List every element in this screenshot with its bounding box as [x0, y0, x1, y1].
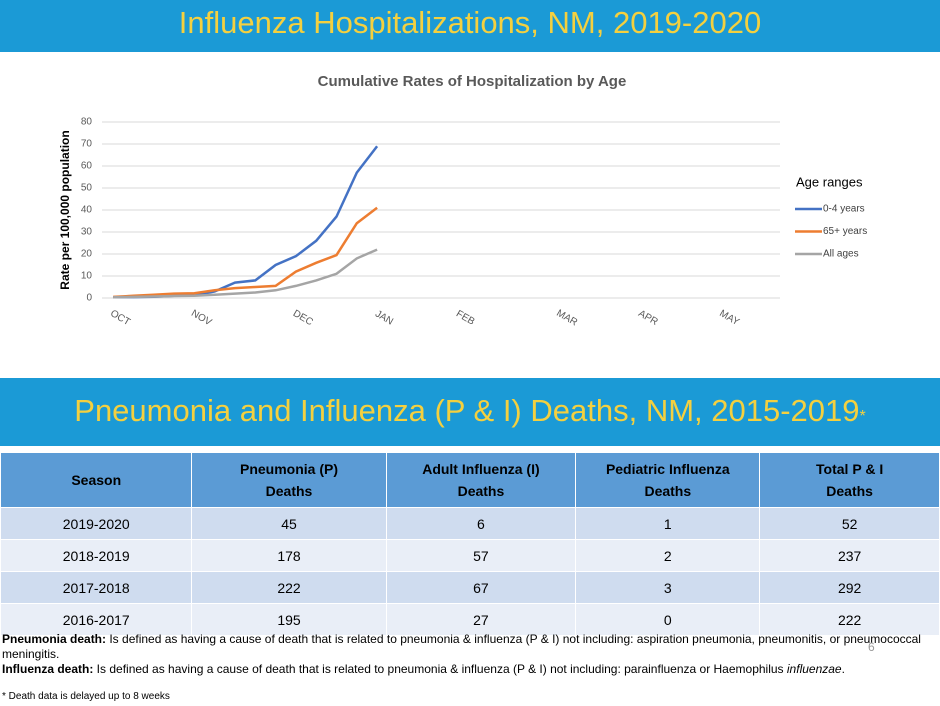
legend-label: All ages	[823, 249, 859, 260]
header-band: Influenza Hospitalizations, NM, 2019-202…	[0, 0, 940, 52]
table-cell: 2017-2018	[0, 571, 193, 604]
note-italic: influenzae	[786, 662, 842, 676]
y-tick-label: 30	[81, 227, 93, 238]
column-header: Pneumonia (P) Deaths	[191, 452, 387, 508]
y-axis-label: Rate per 100,000 population	[58, 130, 72, 289]
y-tick-label: 10	[81, 271, 93, 282]
note-text: Is defined as having a cause of death th…	[93, 662, 787, 676]
x-tick-label: APR	[636, 308, 659, 328]
y-tick-label: 50	[81, 183, 93, 194]
table-cell: 2019-2020	[0, 507, 193, 540]
header-line: Deaths	[644, 483, 692, 499]
x-tick-label: FEB	[454, 308, 477, 327]
header-row: Season Pneumonia (P) Deaths Adult Influenza…	[0, 452, 940, 508]
chart: Cumulative Rates of Hospitalization by A…	[58, 73, 867, 329]
table-cell: 6	[385, 507, 577, 540]
table-cell: 1	[575, 507, 761, 540]
section-mark: *	[859, 408, 866, 425]
notes: Pneumonia death: Is defined as having a …	[2, 632, 932, 704]
table-cell: 292	[759, 571, 940, 604]
deaths-table: Season Pneumonia (P) Deaths Adult Influenza…	[0, 452, 940, 636]
note: Pneumonia death: Is defined as having a …	[2, 632, 932, 662]
table-cell: 195	[191, 603, 387, 636]
table-row: 2016-2017 195 27 0 222	[0, 603, 940, 636]
table-row: 2019-2020 45 6 1 52	[0, 507, 940, 540]
x-tick-label: MAR	[554, 308, 579, 329]
legend-label: 65+ years	[823, 226, 867, 237]
table-cell: 0	[575, 603, 761, 636]
table-row: 2017-2018 222 67 3 292	[0, 571, 940, 604]
table-row: 2018-2019 178 57 2 237	[0, 539, 940, 572]
note: Influenza death: Is defined as having a …	[2, 662, 932, 677]
note-end: .	[841, 662, 845, 676]
table-cell: 45	[191, 507, 387, 540]
page-number: 6	[868, 640, 875, 654]
table-cell: 57	[385, 539, 577, 572]
column-header: Total P & I Deaths	[759, 452, 940, 508]
header-title: Influenza Hospitalizations, NM, 2019-202…	[178, 5, 762, 40]
header-line: Deaths	[826, 483, 873, 499]
header-line: Pneumonia (P)	[239, 461, 338, 477]
header-line: Deaths	[457, 483, 505, 499]
x-tick-label: MAY	[717, 308, 741, 328]
table-cell: 2016-2017	[0, 603, 193, 636]
note-term: Influenza death:	[2, 662, 94, 676]
table-cell: 27	[385, 603, 577, 636]
footnote: * Death data is delayed up to 8 weeks	[2, 691, 170, 702]
note-term: Pneumonia death:	[2, 632, 107, 646]
table-cell: 3	[575, 571, 761, 604]
column-header: Pediatric Influenza Deaths	[575, 452, 761, 508]
chart-title: Cumulative Rates of Hospitalization by A…	[318, 73, 627, 90]
header-line: Deaths	[265, 483, 313, 499]
series-line	[113, 206, 378, 299]
table-cell: 2018-2019	[0, 539, 193, 572]
header-line: Season	[71, 472, 122, 488]
table-cell: 52	[759, 507, 940, 540]
x-tick-label: DEC	[291, 308, 315, 328]
section-band: Pneumonia and Influenza (P & I) Deaths, …	[0, 378, 940, 446]
note-text: Is defined as having a cause of death th…	[2, 632, 921, 661]
table-cell: 237	[759, 539, 940, 572]
y-tick-label: 0	[86, 293, 92, 304]
y-tick-label: 40	[81, 205, 93, 216]
series-line	[113, 248, 378, 299]
y-tick-label: 60	[81, 161, 93, 172]
x-tick-label: NOV	[189, 308, 214, 329]
column-header: Season	[0, 452, 193, 508]
section-title: Pneumonia and Influenza (P & I) Deaths, …	[74, 393, 860, 428]
series-line	[113, 145, 379, 299]
x-tick-label: OCT	[108, 308, 132, 328]
table-cell: 222	[191, 571, 387, 604]
legend-label: 0-4 years	[823, 204, 865, 215]
table-cell: 2	[575, 539, 761, 572]
header-line: Total P & I	[816, 461, 884, 477]
header-line: Adult Influenza (I)	[422, 461, 540, 477]
y-tick-label: 20	[81, 249, 93, 260]
x-tick-label: JAN	[373, 309, 395, 328]
y-tick-label: 80	[81, 117, 93, 128]
table-cell: 178	[191, 539, 387, 572]
y-tick-label: 70	[81, 139, 93, 150]
column-header: Adult Influenza (I) Deaths	[385, 452, 577, 508]
header-line: Pediatric Influenza	[605, 461, 730, 477]
table-cell: 222	[759, 603, 940, 636]
table-cell: 67	[385, 571, 577, 604]
legend-title: Age ranges	[796, 174, 863, 189]
